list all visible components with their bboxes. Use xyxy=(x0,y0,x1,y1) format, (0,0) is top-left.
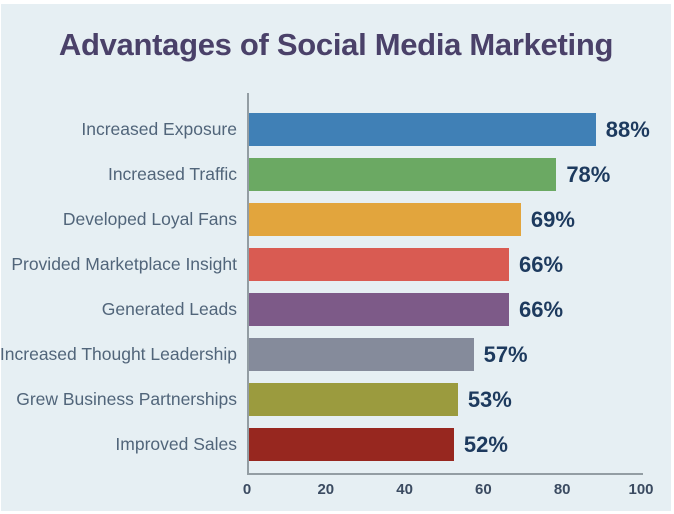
category-label-increased-thought-leadership: Increased Thought Leadership xyxy=(0,344,237,364)
category-label-generated-leads: Generated Leads xyxy=(101,299,237,319)
bar-row: 69% xyxy=(249,197,643,242)
bar-increased-traffic xyxy=(249,158,557,191)
category-label-developed-loyal-fans: Developed Loyal Fans xyxy=(62,209,237,229)
bar-increased-exposure xyxy=(249,113,596,146)
bar-row: 53% xyxy=(249,377,643,422)
bar-increased-thought-leadership xyxy=(249,338,474,371)
value-label: 88% xyxy=(605,116,650,142)
plot-area: 88% 78% 69% 66% 66% 57% xyxy=(247,93,650,475)
bar-row: 66% xyxy=(249,287,643,332)
value-label: 52% xyxy=(463,431,508,457)
bar-row: 52% xyxy=(249,422,643,467)
category-label-improved-sales: Improved Sales xyxy=(115,434,237,454)
bar-row: 57% xyxy=(249,332,643,377)
chart-title: Advantages of Social Media Marketing xyxy=(58,27,614,62)
bar-developed-loyal-fans xyxy=(249,203,521,236)
x-tick-label: 0 xyxy=(242,481,252,498)
x-tick-label: 40 xyxy=(396,481,413,498)
x-tick-label: 80 xyxy=(553,481,571,498)
value-label: 66% xyxy=(519,251,564,277)
bar-row: 78% xyxy=(249,152,643,197)
bar-row: 88% xyxy=(249,107,650,152)
bar-improved-sales xyxy=(249,428,454,461)
category-axis: Increased Exposure Increased Traffic Dev… xyxy=(1,93,247,475)
bar-row: 66% xyxy=(249,242,643,287)
bar-provided-marketplace-insight xyxy=(249,248,510,281)
value-label: 57% xyxy=(483,341,528,367)
x-axis-ticks: 0 20 40 60 80 100 xyxy=(243,481,654,505)
value-label: 66% xyxy=(519,296,564,322)
value-label: 78% xyxy=(566,161,611,187)
category-label-increased-exposure: Increased Exposure xyxy=(81,119,237,139)
category-label-provided-marketplace-insight: Provided Marketplace Insight xyxy=(11,254,237,274)
bar-generated-leads xyxy=(249,293,510,326)
x-tick-label: 20 xyxy=(317,481,335,498)
bar-grew-business-partnerships xyxy=(249,383,458,416)
value-label: 69% xyxy=(530,206,575,232)
value-label: 53% xyxy=(467,386,512,412)
category-label-increased-traffic: Increased Traffic xyxy=(107,164,237,184)
x-tick-label: 100 xyxy=(628,481,654,498)
x-tick-label: 60 xyxy=(475,481,492,498)
bar-chart: Increased Exposure Increased Traffic Dev… xyxy=(1,93,671,475)
category-label-grew-business-partnerships: Grew Business Partnerships xyxy=(16,389,237,409)
